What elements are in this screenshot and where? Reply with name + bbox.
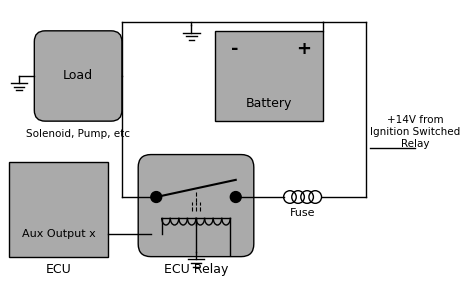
Text: Battery: Battery (246, 97, 292, 110)
Text: ECU: ECU (46, 263, 71, 276)
Circle shape (230, 192, 241, 203)
Text: Aux Output x: Aux Output x (22, 229, 96, 239)
Text: Solenoid, Pump, etc: Solenoid, Pump, etc (26, 129, 130, 139)
Text: +14V from
Ignition Switched
Relay: +14V from Ignition Switched Relay (370, 115, 460, 149)
Text: ECU Relay: ECU Relay (164, 263, 228, 276)
Text: Load: Load (63, 70, 93, 82)
Text: Fuse: Fuse (290, 208, 315, 218)
FancyBboxPatch shape (34, 31, 122, 121)
Bar (9, 162, 108, 257)
Circle shape (151, 192, 162, 203)
Text: -: - (231, 40, 239, 58)
Bar (215, 31, 323, 121)
FancyBboxPatch shape (138, 155, 254, 257)
Text: +: + (296, 40, 311, 58)
